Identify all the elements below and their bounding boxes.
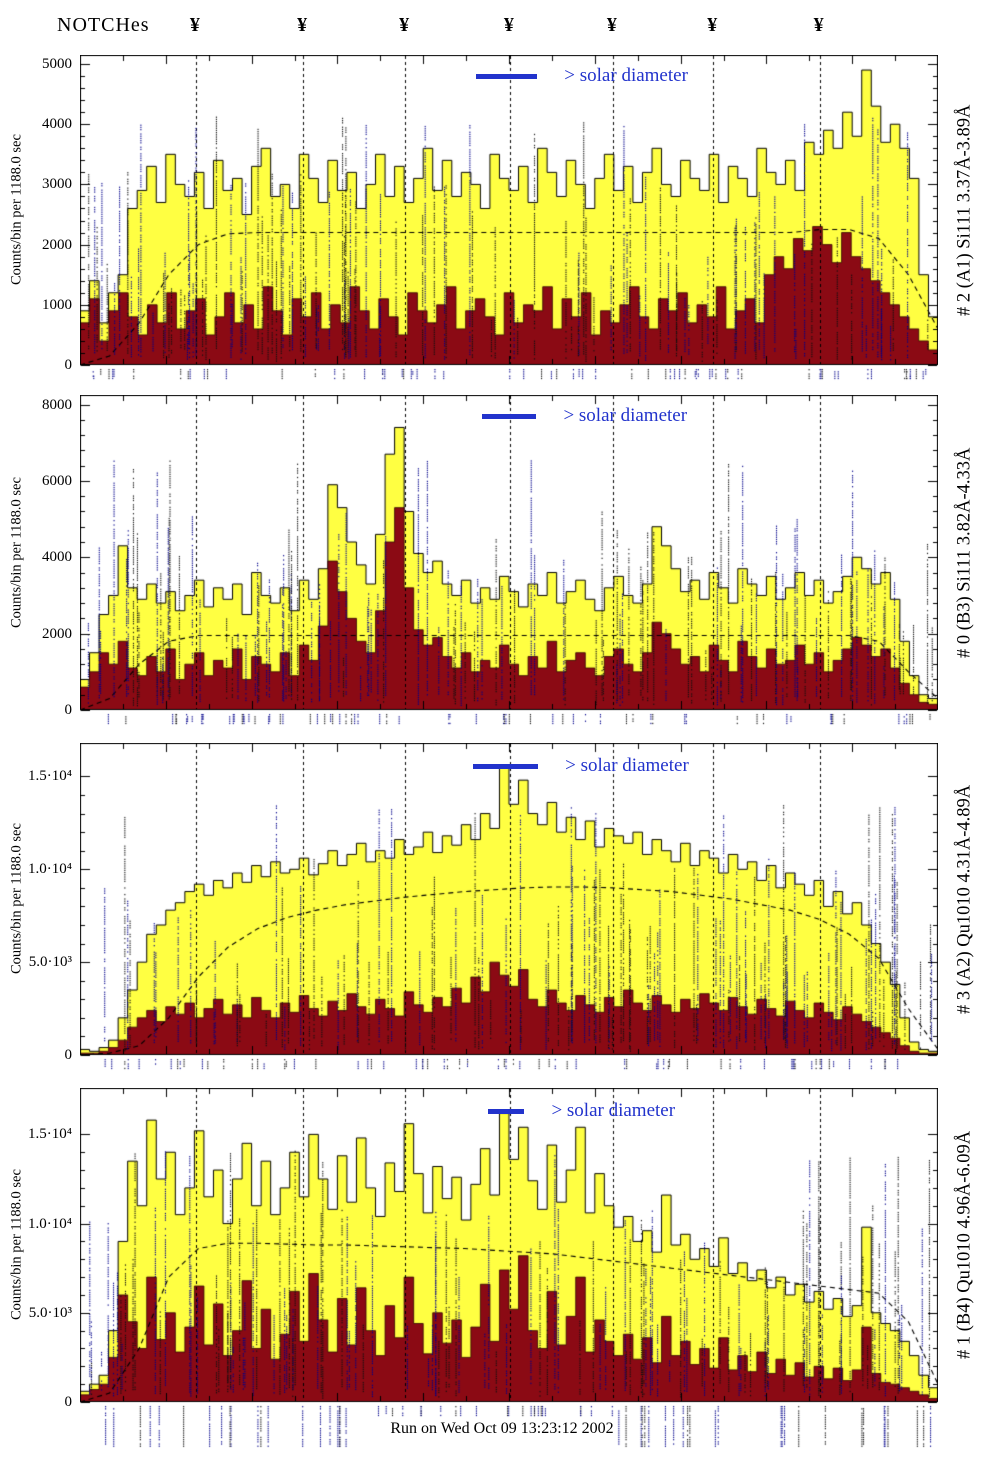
notch-symbol: ¥ — [503, 14, 514, 36]
solar-diameter-bar — [476, 73, 538, 79]
panel-3-channel-label: # 3 (A2) Qu1010 4.31Å-4.89Å — [954, 784, 975, 1014]
notch-symbol: ¥ — [189, 14, 200, 36]
y-tick-label: 0 — [64, 1047, 73, 1063]
y-tick-label: 4000 — [42, 116, 72, 133]
y-tick-label: 1.5·10⁴ — [28, 768, 72, 785]
y-tick-label: 1.0·10⁴ — [28, 1215, 72, 1232]
y-tick-label: 6000 — [42, 472, 72, 489]
solar-diameter-bar — [481, 413, 537, 419]
y-tick-label: 5000 — [42, 56, 72, 73]
panel-2-plot — [80, 395, 938, 726]
panel-4-channel-label: # 1 (B4) Qu1010 4.96Å-6.09Å — [954, 1130, 975, 1360]
y-tick-label: 5.0·10³ — [28, 1304, 72, 1321]
notch-symbol: ¥ — [606, 14, 617, 36]
panel-3-y-axis-label: Counts/bin per 1188.0 sec — [8, 823, 25, 975]
panel-1-channel-label: # 2 (A1) Si111 3.37Å-3.89Å — [954, 104, 975, 316]
panel-1-solar-diameter-legend: > solar diameter — [476, 65, 688, 87]
panel-2-solar-diameter-legend: > solar diameter — [481, 405, 688, 427]
y-tick-label: 1.5·10⁴ — [28, 1126, 72, 1143]
run-timestamp: Run on Wed Oct 09 13:23:12 2002 — [390, 1420, 614, 1437]
notches-label: NOTCHes — [57, 14, 150, 36]
panel-4-solar-diameter-legend: > solar diameter — [488, 1100, 675, 1122]
y-tick-label: 2000 — [42, 625, 72, 642]
y-tick-label: 0 — [64, 357, 73, 373]
panel-1-y-axis-label: Counts/bin per 1188.0 sec — [8, 134, 25, 286]
y-tick-label: 5.0·10³ — [28, 954, 72, 971]
y-tick-label: 2000 — [42, 236, 72, 253]
panel-3-solar-diameter-legend: > solar diameter — [472, 755, 689, 777]
y-tick-label: 1000 — [42, 296, 72, 313]
notch-symbol: ¥ — [399, 14, 410, 36]
panel-1-plot — [80, 55, 938, 381]
y-tick-label: 0 — [64, 1394, 73, 1410]
y-tick-label: 1.0·10⁴ — [28, 861, 72, 878]
solar-diameter-label: > solar diameter — [563, 405, 688, 426]
y-tick-label: 0 — [64, 702, 73, 718]
notch-symbol: ¥ — [813, 14, 824, 36]
solar-diameter-label: > solar diameter — [551, 1100, 676, 1121]
panel-4-plot — [80, 1088, 938, 1448]
solar-diameter-bar — [472, 763, 539, 769]
panel-2-channel-label: # 0 (B3) Si111 3.82Å-4.33Å — [954, 447, 975, 658]
y-tick-label: 3000 — [42, 176, 72, 193]
panel-3-plot — [80, 743, 938, 1071]
solar-diameter-label: > solar diameter — [564, 65, 688, 86]
y-tick-label: 8000 — [42, 396, 72, 413]
solar-diameter-bar — [488, 1108, 525, 1114]
y-tick-label: 4000 — [42, 549, 72, 566]
notch-symbol: ¥ — [297, 14, 308, 36]
notch-symbol: ¥ — [707, 14, 718, 36]
solar-diameter-label: > solar diameter — [565, 755, 689, 776]
